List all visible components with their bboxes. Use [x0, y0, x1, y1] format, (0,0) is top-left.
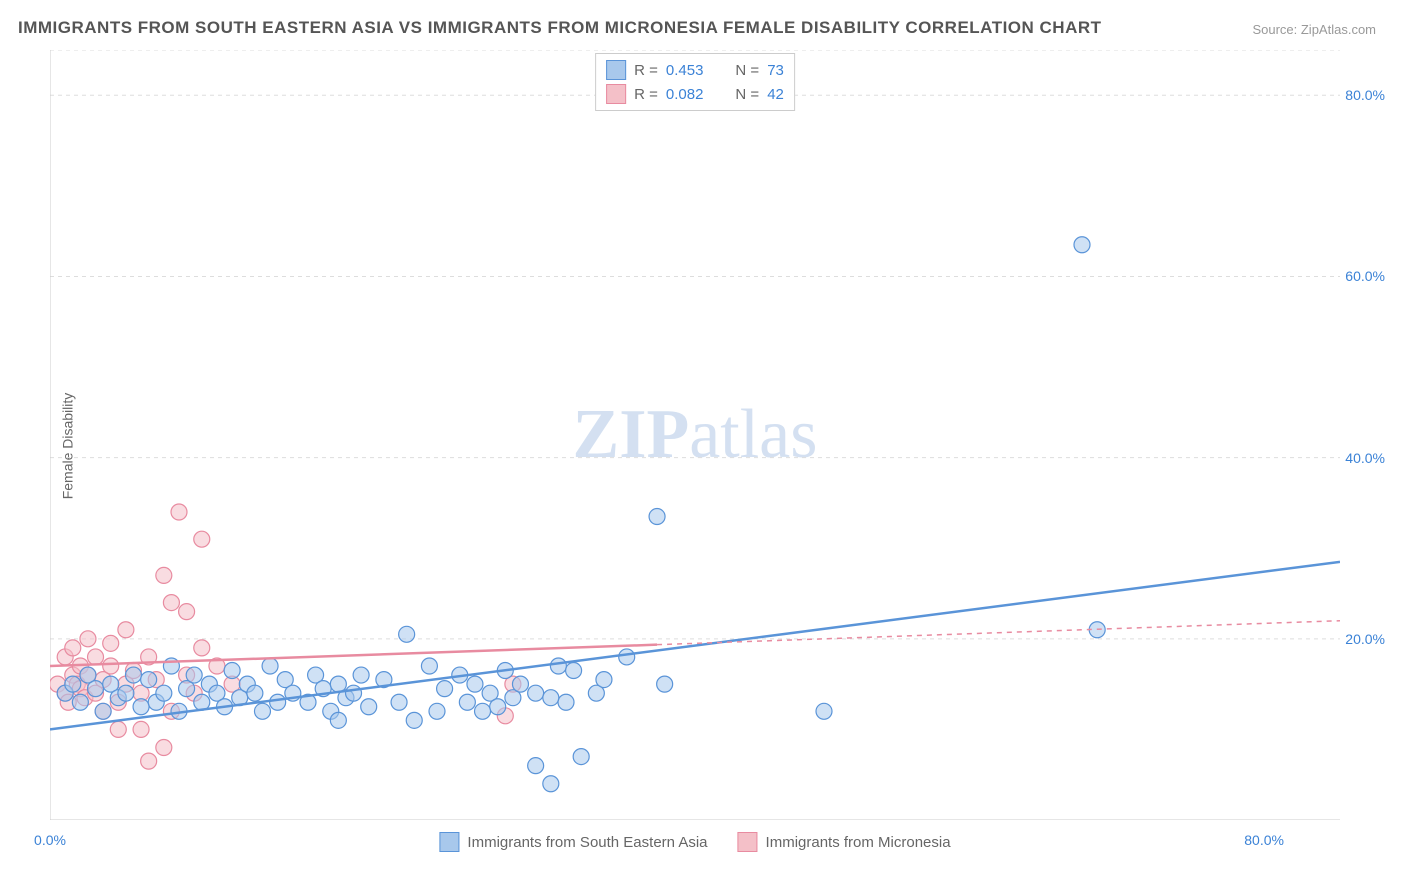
legend-item: Immigrants from Micronesia: [738, 832, 951, 852]
r-value-blue: 0.453: [666, 62, 704, 79]
x-tick-label: 0.0%: [34, 832, 66, 848]
n-label: N =: [735, 62, 759, 79]
legend-row-pink: R = 0.082 N = 42: [606, 82, 784, 106]
n-value-pink: 42: [767, 86, 784, 103]
legend-row-blue: R = 0.453 N = 73: [606, 58, 784, 82]
x-tick-label: 80.0%: [1244, 832, 1284, 848]
y-tick-label: 80.0%: [1345, 87, 1385, 103]
legend-swatch: [439, 832, 459, 852]
r-label: R =: [634, 62, 658, 79]
source-label: Source: ZipAtlas.com: [1252, 22, 1376, 37]
n-label: N =: [735, 86, 759, 103]
y-tick-label: 40.0%: [1345, 450, 1385, 466]
legend-swatch: [738, 832, 758, 852]
legend-label: Immigrants from South Eastern Asia: [467, 834, 707, 851]
scatter-plot: [50, 50, 1340, 820]
legend-label: Immigrants from Micronesia: [766, 834, 951, 851]
series-legend: Immigrants from South Eastern Asia Immigr…: [439, 832, 950, 852]
correlation-legend: R = 0.453 N = 73 R = 0.082 N = 42: [595, 53, 795, 111]
y-tick-label: 60.0%: [1345, 268, 1385, 284]
r-value-pink: 0.082: [666, 86, 704, 103]
r-label: R =: [634, 86, 658, 103]
legend-item: Immigrants from South Eastern Asia: [439, 832, 707, 852]
legend-swatch-pink: [606, 84, 626, 104]
chart-area: ZIPatlas R = 0.453 N = 73 R = 0.082 N = …: [50, 50, 1340, 820]
y-tick-label: 20.0%: [1345, 631, 1385, 647]
n-value-blue: 73: [767, 62, 784, 79]
legend-swatch-blue: [606, 60, 626, 80]
chart-title: IMMIGRANTS FROM SOUTH EASTERN ASIA VS IM…: [18, 18, 1102, 38]
